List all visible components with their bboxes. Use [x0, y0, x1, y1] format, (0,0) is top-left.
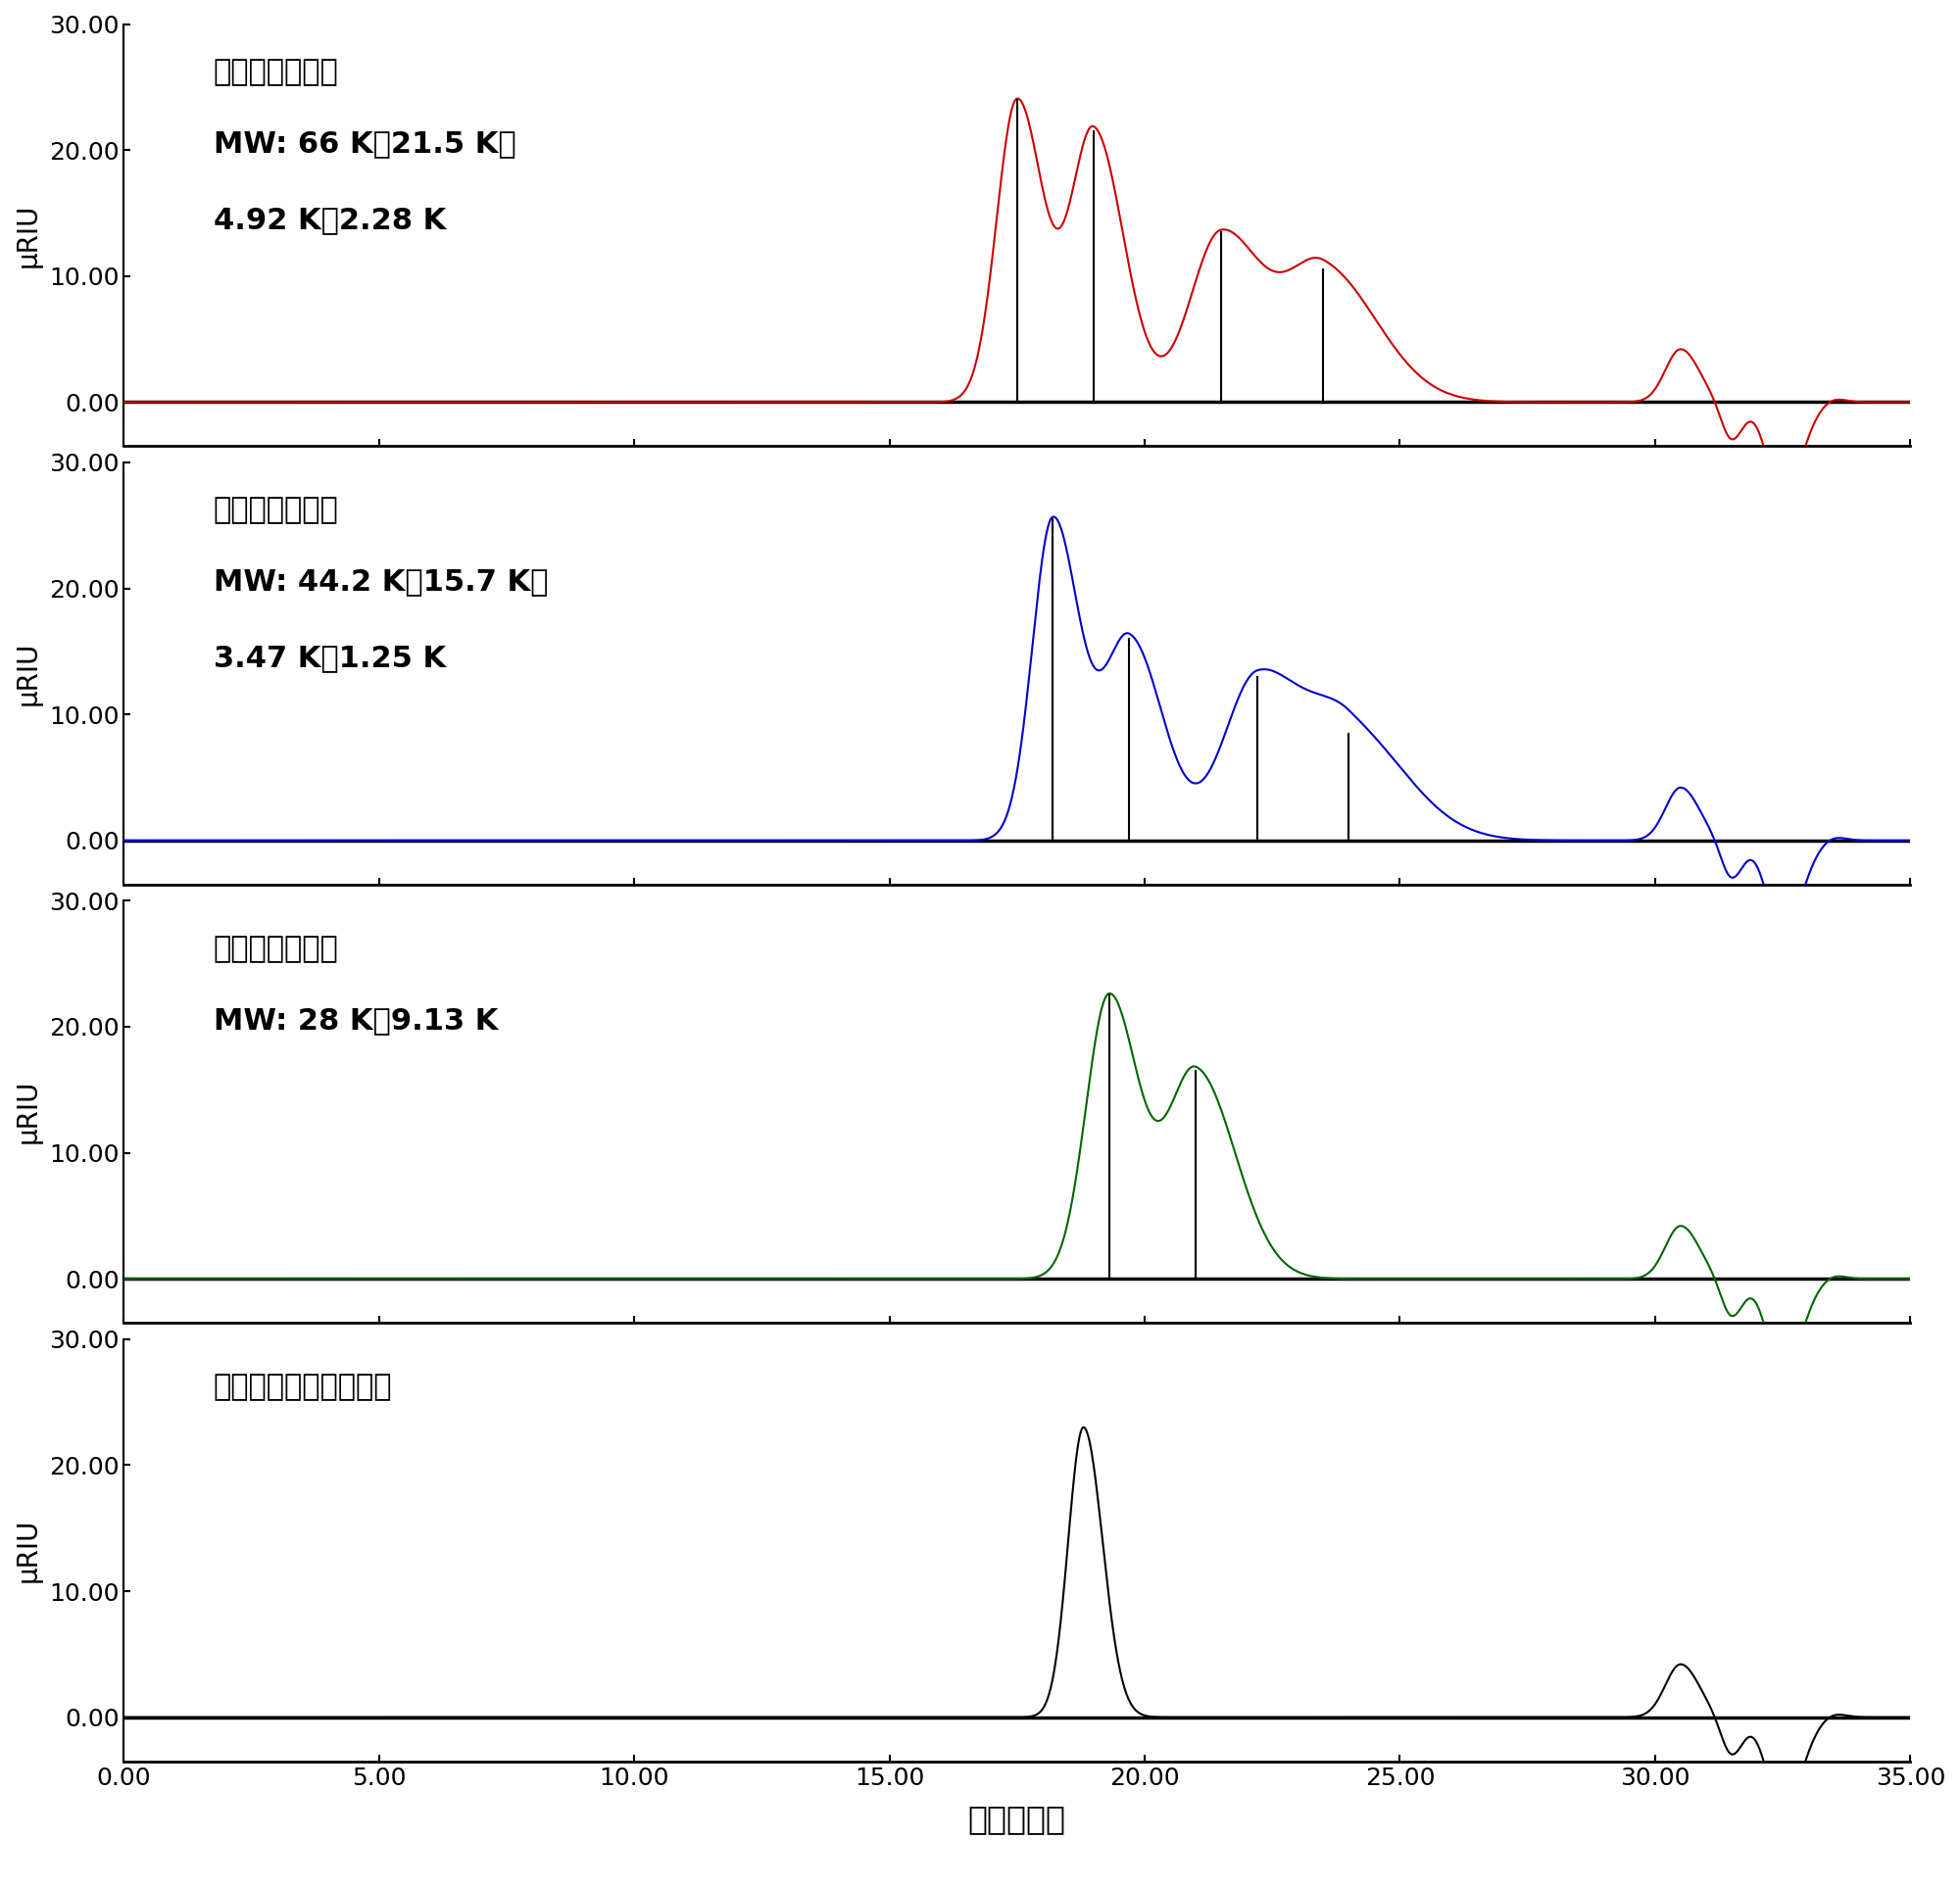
- Text: 単分散標準試料: 単分散標準試料: [214, 935, 339, 963]
- Y-axis label: μRIU: μRIU: [16, 1080, 43, 1144]
- Y-axis label: μRIU: μRIU: [16, 204, 43, 268]
- Text: 単分散標準試料: 単分散標準試料: [214, 59, 339, 87]
- Text: 単分散標準試料: 単分散標準試料: [214, 497, 339, 525]
- Text: ポリスチレンサンプル: ポリスチレンサンプル: [214, 1373, 392, 1401]
- Y-axis label: μRIU: μRIU: [16, 642, 43, 706]
- Y-axis label: μRIU: μRIU: [16, 1518, 43, 1582]
- X-axis label: 時間（分）: 時間（分）: [968, 1803, 1066, 1835]
- Text: MW: 28 K、9.13 K: MW: 28 K、9.13 K: [214, 1006, 498, 1035]
- Text: MW: 44.2 K、15.7 K、: MW: 44.2 K、15.7 K、: [214, 568, 547, 597]
- Text: 3.47 K、1.25 K: 3.47 K、1.25 K: [214, 644, 445, 672]
- Text: 4.92 K、2.28 K: 4.92 K、2.28 K: [214, 206, 445, 234]
- Text: MW: 66 K、21.5 K、: MW: 66 K、21.5 K、: [214, 130, 515, 159]
